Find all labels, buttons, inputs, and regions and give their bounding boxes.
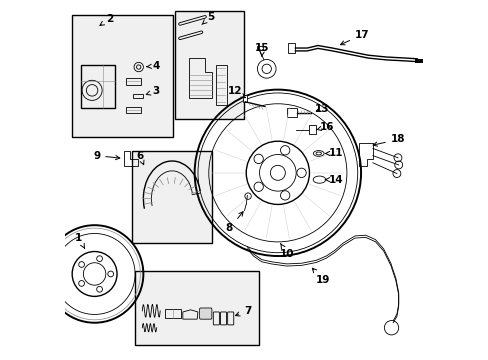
Text: 16: 16 (316, 122, 334, 132)
Text: 6: 6 (136, 150, 143, 165)
FancyBboxPatch shape (135, 271, 258, 345)
Text: 18: 18 (372, 135, 405, 146)
Text: 19: 19 (312, 268, 329, 285)
Text: 11: 11 (325, 148, 343, 158)
Text: 10: 10 (279, 243, 294, 258)
Polygon shape (286, 108, 296, 117)
Text: 15: 15 (255, 43, 269, 56)
Text: 12: 12 (227, 86, 245, 98)
Text: 4: 4 (146, 61, 160, 71)
Polygon shape (243, 95, 247, 102)
Text: 1: 1 (75, 233, 84, 248)
Text: 9: 9 (93, 150, 120, 161)
FancyBboxPatch shape (174, 12, 244, 119)
Text: 5: 5 (202, 12, 214, 24)
Text: 7: 7 (235, 306, 251, 316)
Bar (126, 78, 141, 85)
Bar (256, 46, 263, 50)
Text: 17: 17 (340, 30, 369, 45)
Bar (308, 126, 315, 134)
Bar (287, 42, 295, 53)
Text: 13: 13 (314, 104, 328, 114)
Bar (126, 107, 141, 113)
Text: 2: 2 (100, 14, 113, 26)
Bar (164, 309, 181, 318)
FancyBboxPatch shape (131, 151, 212, 243)
FancyBboxPatch shape (72, 15, 172, 137)
Text: 14: 14 (325, 175, 343, 185)
Bar (132, 94, 142, 98)
Text: 3: 3 (146, 86, 159, 96)
Text: 8: 8 (225, 212, 243, 233)
